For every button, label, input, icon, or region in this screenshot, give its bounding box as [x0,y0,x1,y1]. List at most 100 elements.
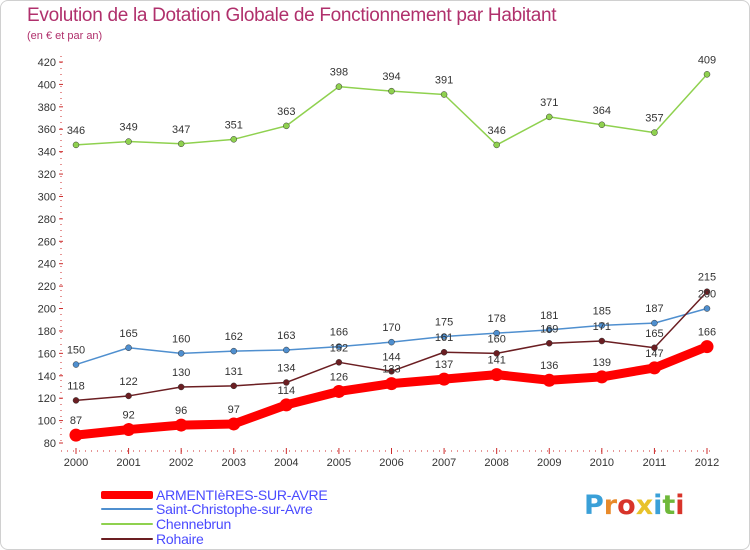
legend-swatch-chennebrun [101,523,153,525]
data-label-rohaire: 169 [540,323,558,335]
legend-item-rohaire: Rohaire [101,531,204,547]
x-tick-label: 2004 [274,457,298,469]
proxiti-logo: Proxiti [584,490,685,521]
data-label-armenti-res-sur-avre: 133 [382,364,400,376]
y-tick-label: 400 [38,79,56,91]
data-label-rohaire: 165 [645,328,663,340]
y-tick-label: 200 [38,304,56,316]
data-label-rohaire: 122 [119,376,137,388]
logo-letter: t [662,490,676,521]
data-point-chennebrun [177,140,185,148]
data-point-rohaire [651,344,658,351]
y-tick-label: 120 [38,393,56,405]
data-point-rohaire [125,392,132,400]
data-label-saint-christophe-sur-avre: 185 [593,305,611,317]
data-label-rohaire: 161 [435,332,453,344]
data-point-saint-christophe-sur-avre [598,322,606,329]
x-tick-label: 2003 [222,457,246,469]
data-label-rohaire: 144 [382,351,400,363]
data-point-saint-christophe-sur-avre [493,329,500,337]
data-label-armenti-res-sur-avre: 137 [435,359,453,371]
data-label-chennebrun: 363 [277,106,295,118]
data-point-rohaire [388,368,395,375]
data-label-armenti-res-sur-avre: 96 [175,405,187,417]
data-point-saint-christophe-sur-avre [440,333,448,340]
y-tick-label: 300 [38,191,56,203]
chart-axes: 80 100 120 140 160 180 200 220 240 260 280 300 320 34… [38,56,719,469]
data-point-saint-christophe-sur-avre [388,338,395,346]
data-label-rohaire: 215 [698,272,716,284]
x-tick-label: 2006 [379,457,403,469]
data-label-saint-christophe-sur-avre: 160 [172,333,190,345]
data-point-rohaire [703,288,711,295]
data-label-armenti-res-sur-avre: 87 [70,415,82,427]
data-point-chennebrun [493,141,500,149]
data-label-saint-christophe-sur-avre: 163 [277,330,295,342]
data-label-armenti-res-sur-avre: 114 [278,385,296,397]
data-point-saint-christophe-sur-avre [703,305,711,312]
data-point-saint-christophe-sur-avre [651,319,658,327]
legend-swatch-armentieres [101,491,153,499]
x-tick-label: 2012 [695,457,719,469]
data-point-saint-christophe-sur-avre [177,350,185,357]
y-tick-label: 80 [44,438,56,450]
data-label-saint-christophe-sur-avre: 181 [540,310,558,322]
data-point-saint-christophe-sur-avre [72,361,80,368]
data-point-saint-christophe-sur-avre [335,343,343,350]
data-label-rohaire: 160 [487,333,505,345]
data-point-armenti-res-sur-avre [385,377,398,391]
chart-title: Evolution de la Dotation Globale de Fonc… [27,5,557,26]
y-tick-label: 320 [38,169,56,181]
y-tick-label: 340 [38,147,56,159]
data-label-saint-christophe-sur-avre: 170 [382,322,400,334]
chart-data-labels: 346 349 347 351 363 398 394 391 346 371 364 357 409 1… [67,54,716,427]
logo-letter: i [675,490,685,521]
data-label-saint-christophe-sur-avre: 165 [119,328,137,340]
data-label-saint-christophe-sur-avre: 175 [435,317,453,329]
data-label-rohaire: 130 [172,367,190,379]
data-label-rohaire: 131 [225,366,243,378]
data-point-rohaire [230,382,237,390]
x-tick-label: 2008 [484,457,508,469]
data-point-chennebrun [703,71,711,78]
legend-label-saint-christophe: Saint-Christophe-sur-Avre [156,501,313,517]
logo-letter: o [617,490,636,521]
data-label-rohaire: 118 [67,380,85,392]
data-point-armenti-res-sur-avre [332,384,346,398]
x-tick-label: 2011 [643,457,667,469]
data-label-rohaire: 171 [593,321,611,333]
data-point-armenti-res-sur-avre [595,370,609,384]
data-label-armenti-res-sur-avre: 136 [540,360,558,372]
data-point-armenti-res-sur-avre [174,418,188,432]
logo-letter: r [603,490,618,521]
data-point-rohaire [546,340,553,347]
x-tick-label: 2007 [432,457,456,469]
chart-subtitle: (en € et par an) [27,30,103,42]
data-label-chennebrun: 409 [698,54,716,66]
data-point-chennebrun [335,83,343,90]
data-label-armenti-res-sur-avre: 97 [228,404,240,416]
y-tick-label: 420 [38,57,56,69]
chart-series [69,71,714,442]
data-label-chennebrun: 346 [67,125,85,137]
data-label-saint-christophe-sur-avre: 150 [67,345,85,357]
y-tick-label: 240 [38,259,56,271]
data-label-armenti-res-sur-avre: 126 [330,371,348,383]
y-tick-label: 140 [38,371,56,383]
data-label-saint-christophe-sur-avre: 200 [698,289,716,301]
data-label-rohaire: 152 [330,342,348,354]
data-point-chennebrun [388,87,395,95]
data-label-chennebrun: 364 [593,105,611,117]
legend-label-rohaire: Rohaire [156,531,204,547]
data-point-armenti-res-sur-avre [279,398,293,412]
data-point-chennebrun [598,121,606,129]
legend-swatch-rohaire [101,538,153,540]
data-point-rohaire [177,383,185,391]
data-point-rohaire [335,359,343,366]
data-point-chennebrun [546,113,553,121]
data-label-armenti-res-sur-avre: 139 [593,357,611,369]
data-point-armenti-res-sur-avre [437,372,451,386]
x-tick-label: 2009 [537,457,561,469]
